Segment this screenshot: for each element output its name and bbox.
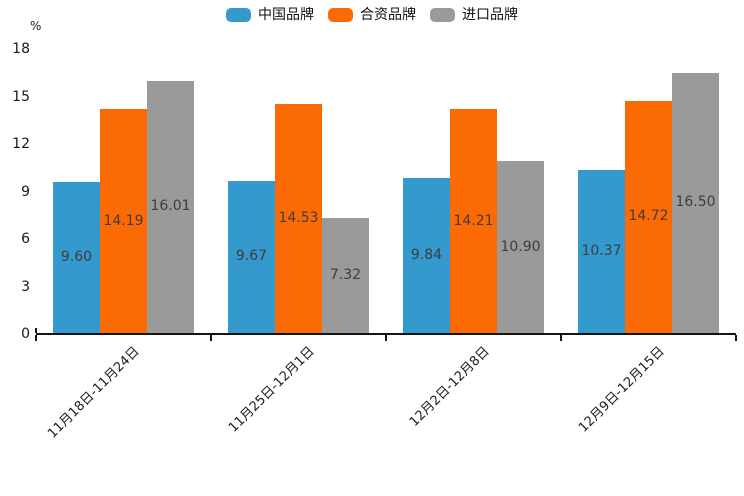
x-axis-line bbox=[36, 333, 736, 335]
x-axis-end-tick bbox=[35, 328, 37, 333]
y-axis-tick-label: 12 bbox=[12, 136, 30, 152]
bar-value-label: 7.32 bbox=[329, 267, 362, 284]
bar-value-label: 14.72 bbox=[628, 208, 669, 225]
bar-进口品牌-1 bbox=[147, 80, 194, 334]
bar-中国品牌-4 bbox=[578, 169, 625, 334]
bar-中国品牌-3 bbox=[403, 178, 450, 334]
legend-marker-icon bbox=[430, 8, 455, 22]
x-axis-tick bbox=[735, 335, 737, 341]
x-axis-category-label: 11月18日-11月24日 bbox=[44, 344, 143, 442]
bar-value-label: 16.50 bbox=[675, 194, 716, 211]
bar-value-label: 9.67 bbox=[235, 248, 268, 265]
legend-item-label: 中国品牌 bbox=[258, 7, 314, 23]
bar-value-label: 9.60 bbox=[60, 249, 93, 265]
legend-item-series-2[interactable]: 合资品牌 bbox=[328, 7, 416, 23]
bar-合资品牌-1 bbox=[100, 109, 147, 334]
bar-合资品牌-2 bbox=[275, 103, 322, 334]
bar-value-label: 9.84 bbox=[410, 247, 443, 264]
bar-中国品牌-1 bbox=[53, 182, 100, 334]
bar-进口品牌-3 bbox=[497, 161, 544, 334]
y-axis-tick-label: 15 bbox=[12, 88, 30, 105]
bar-进口品牌-4 bbox=[672, 72, 719, 334]
legend-item-series-3[interactable]: 进口品牌 bbox=[430, 7, 518, 23]
x-axis-category-label: 11月25日-12月1日 bbox=[225, 344, 318, 436]
legend-marker-icon bbox=[226, 8, 251, 22]
bar-合资品牌-3 bbox=[450, 109, 497, 334]
bar-中国品牌-2 bbox=[228, 180, 275, 334]
y-axis-unit-label: % bbox=[30, 19, 42, 33]
legend-marker-icon bbox=[328, 8, 353, 22]
x-axis-category-label: 12月2日-12月8日 bbox=[406, 344, 493, 430]
bar-合资品牌-4 bbox=[625, 100, 672, 334]
y-axis-tick-label: 0 bbox=[21, 326, 30, 342]
y-axis-tick-label: 9 bbox=[21, 183, 30, 200]
bar-进口品牌-2 bbox=[322, 218, 369, 334]
legend-item-label: 合资品牌 bbox=[360, 7, 416, 23]
bar-value-label: 10.90 bbox=[500, 238, 541, 255]
x-axis-tick bbox=[210, 335, 212, 341]
bar-value-label: 14.19 bbox=[103, 212, 144, 229]
legend-item-label: 进口品牌 bbox=[462, 7, 518, 23]
x-axis-tick bbox=[385, 335, 387, 341]
y-axis-tick-label: 3 bbox=[21, 278, 30, 295]
bar-value-label: 14.21 bbox=[453, 212, 494, 229]
bar-value-label: 10.37 bbox=[581, 242, 622, 259]
bar-value-label: 16.01 bbox=[150, 198, 191, 215]
legend-item-series-1[interactable]: 中国品牌 bbox=[226, 7, 314, 23]
bar-value-label: 14.53 bbox=[278, 209, 319, 226]
y-axis-tick-label: 18 bbox=[12, 41, 30, 57]
legend: 中国品牌 合资品牌 进口品牌 bbox=[0, 7, 744, 23]
x-axis-tick bbox=[560, 335, 562, 341]
x-axis-tick bbox=[35, 335, 37, 341]
x-axis-category-label: 12月9日-12月15日 bbox=[575, 344, 668, 436]
y-axis-tick-label: 6 bbox=[21, 231, 30, 247]
